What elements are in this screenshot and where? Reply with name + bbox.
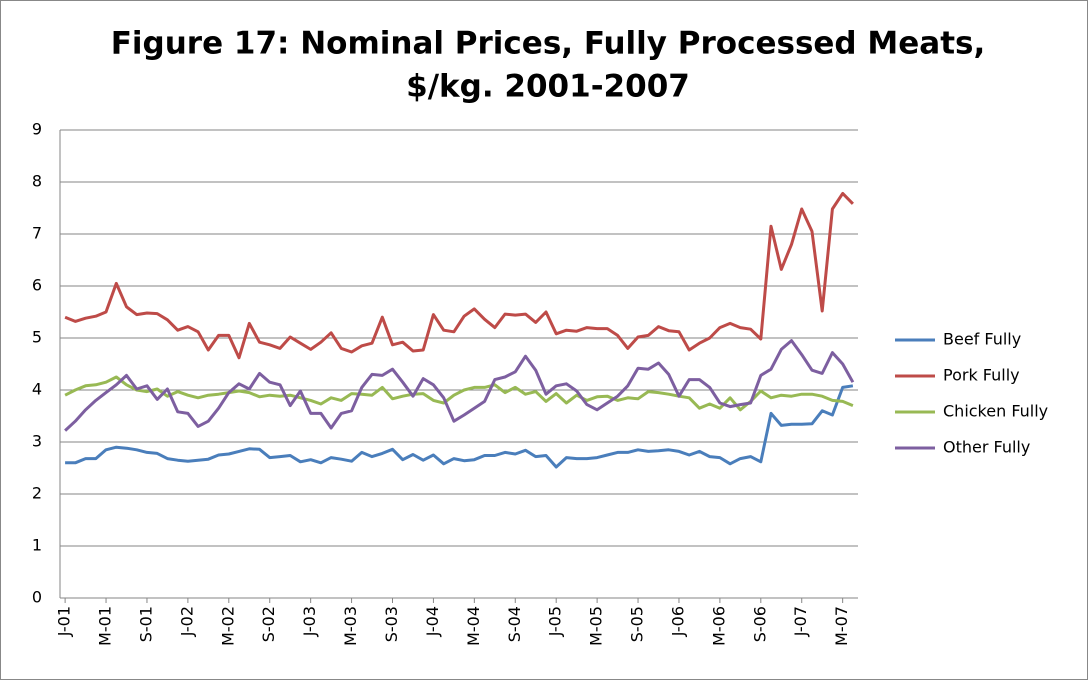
y-tick-label: 8 bbox=[32, 172, 42, 191]
legend-label: Beef Fully bbox=[943, 330, 1021, 349]
x-tick-label: M-01 bbox=[96, 606, 115, 646]
x-tick-label: S-06 bbox=[750, 606, 769, 642]
series-line bbox=[64, 375, 854, 412]
x-tick-label: M-02 bbox=[218, 606, 237, 646]
x-tick-label: S-04 bbox=[505, 606, 524, 642]
x-tick-label: J-06 bbox=[668, 606, 687, 637]
x-tick-label: S-05 bbox=[628, 606, 647, 642]
y-tick-label: 9 bbox=[32, 120, 42, 139]
y-tick-label: 6 bbox=[32, 276, 42, 295]
x-tick-label: M-04 bbox=[464, 606, 483, 646]
y-tick-label: 1 bbox=[32, 536, 42, 555]
x-tick-label: M-05 bbox=[587, 606, 606, 646]
x-tick-label: J-02 bbox=[177, 606, 196, 637]
y-tick-label: 0 bbox=[32, 588, 42, 607]
x-tick-label: J-07 bbox=[791, 606, 810, 637]
chart-title: $/kg. 2001-2007 bbox=[406, 69, 690, 105]
y-tick-label: 3 bbox=[32, 432, 42, 451]
series-line bbox=[64, 339, 855, 432]
x-tick-label: J-04 bbox=[423, 606, 442, 637]
x-tick-label: S-03 bbox=[382, 606, 401, 642]
x-tick-label: M-07 bbox=[832, 606, 851, 646]
legend-label: Other Fully bbox=[943, 438, 1030, 457]
legend-label: Pork Fully bbox=[943, 366, 1020, 385]
x-tick-label: J-03 bbox=[300, 606, 319, 637]
series-line bbox=[65, 384, 854, 469]
y-tick-label: 5 bbox=[32, 328, 42, 347]
x-tick-label: S-01 bbox=[136, 606, 155, 642]
chart-title: Figure 17: Nominal Prices, Fully Process… bbox=[111, 26, 986, 62]
y-tick-label: 4 bbox=[32, 380, 42, 399]
y-tick-label: 2 bbox=[32, 484, 42, 503]
series-line bbox=[64, 191, 854, 360]
x-tick-label: M-06 bbox=[709, 606, 728, 646]
x-tick-label: J-05 bbox=[546, 606, 565, 637]
x-tick-label: J-01 bbox=[55, 606, 74, 637]
y-tick-label: 7 bbox=[32, 224, 42, 243]
x-tick-label: S-02 bbox=[259, 606, 278, 642]
legend-label: Chicken Fully bbox=[943, 402, 1048, 421]
x-tick-label: M-03 bbox=[341, 606, 360, 646]
